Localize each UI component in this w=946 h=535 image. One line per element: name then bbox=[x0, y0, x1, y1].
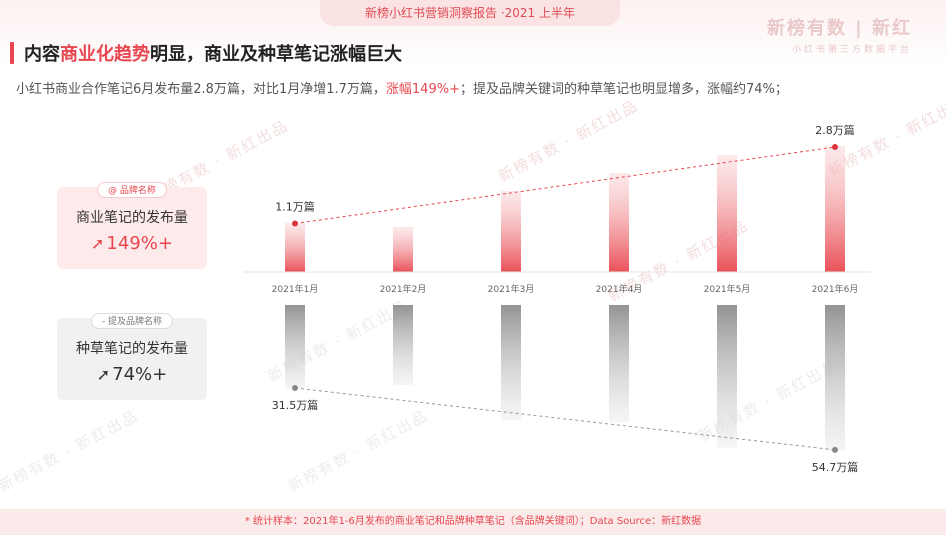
subtitle-highlight: 涨幅149%+ bbox=[385, 82, 460, 97]
brand-name: 新榜有数 | 新红 bbox=[766, 18, 912, 39]
commercial-bars: 1.1万篇 2.8万篇 bbox=[275, 123, 855, 272]
seeding-bar bbox=[717, 305, 737, 448]
seeding-tag: - 提及品牌名称 bbox=[90, 313, 174, 329]
seeding-point bbox=[832, 446, 838, 453]
commercial-bar bbox=[285, 222, 305, 272]
seeding-bar bbox=[825, 305, 845, 451]
commercial-growth: ➚ 149%+ bbox=[57, 233, 207, 254]
seeding-point bbox=[292, 385, 298, 391]
seeding-bars: 31.5万篇 54.7万篇 bbox=[272, 305, 859, 474]
commercial-growth-value: 149%+ bbox=[106, 233, 173, 254]
commercial-bar bbox=[501, 191, 521, 272]
arrow-up-icon: ➚ bbox=[91, 234, 105, 253]
commercial-bar bbox=[609, 173, 629, 272]
commercial-notes-card: @ 品牌名称 商业笔记的发布量 ➚ 149%+ bbox=[57, 182, 207, 269]
commercial-bar bbox=[717, 155, 737, 272]
page-subtitle: 小红书商业合作笔记6月发布量2.8万篇，对比1月净增1.7万篇，涨幅149%+；… bbox=[16, 78, 788, 97]
x-tick-label: 2021年5月 bbox=[704, 283, 751, 295]
arrow-up-icon: ➚ bbox=[96, 365, 111, 384]
subtitle-part-1: 小红书商业合作笔记6月发布量2.8万篇，对比1月净增1.7万篇， bbox=[16, 82, 386, 97]
page-title: 内容商业化趋势明显，商业及种草笔记涨幅巨大 bbox=[10, 40, 402, 66]
seeding-bar bbox=[609, 305, 629, 423]
subtitle-part-2: ；提及品牌关键词的种草笔记也明显增多，涨幅约74%； bbox=[459, 82, 788, 97]
seeding-bar bbox=[285, 305, 305, 389]
commercial-point bbox=[292, 220, 298, 227]
data-label: 31.5万篇 bbox=[272, 398, 319, 412]
x-tick-label: 2021年3月 bbox=[488, 283, 535, 295]
report-title-tab: 新榜小红书营销洞察报告 ·2021 上半年 bbox=[320, 0, 620, 26]
brand-logo: 新榜有数 | 新红 小红书第三方数据平台 bbox=[767, 14, 912, 55]
x-tick-label: 2021年2月 bbox=[380, 283, 427, 295]
data-label: 1.1万篇 bbox=[275, 200, 315, 214]
source-footnote: * 统计样本：2021年1-6月发布的商业笔记和品牌种草笔记（含品牌关键词）；D… bbox=[0, 509, 946, 535]
commercial-tag: @ 品牌名称 bbox=[97, 182, 167, 198]
commercial-point bbox=[832, 144, 838, 150]
page-title-text: 内容商业化趋势明显，商业及种草笔记涨幅巨大 bbox=[24, 40, 402, 66]
seeding-bar bbox=[393, 305, 413, 385]
x-tick-label: 2021年1月 bbox=[272, 283, 319, 295]
commercial-bar bbox=[393, 227, 413, 272]
seeding-label: 种草笔记的发布量 bbox=[76, 341, 188, 357]
seeding-bar bbox=[501, 305, 521, 420]
seeding-growth: ➚ 74%+ bbox=[57, 364, 207, 385]
month-axis: 2021年1月 2021年2月 2021年3月 2021年4月 2021年5月 2021年… bbox=[243, 271, 870, 295]
seeding-growth-value: 74%+ bbox=[112, 364, 168, 385]
title-part-1: 内容 bbox=[24, 44, 60, 65]
seeding-trend-line bbox=[294, 387, 836, 451]
data-label: 54.7万篇 bbox=[812, 460, 859, 474]
x-tick-label: 2021年4月 bbox=[596, 283, 643, 295]
data-label: 2.8万篇 bbox=[815, 123, 855, 137]
commercial-bar bbox=[825, 146, 845, 272]
commercial-label: 商业笔记的发布量 bbox=[76, 210, 188, 226]
commercial-trend-line bbox=[294, 146, 836, 224]
title-accent-bar bbox=[10, 42, 14, 64]
title-part-2: 明显，商业及种草笔记涨幅巨大 bbox=[150, 44, 402, 65]
seeding-notes-card: - 提及品牌名称 种草笔记的发布量 ➚ 74%+ bbox=[57, 313, 207, 400]
x-tick-label: 2021年6月 bbox=[812, 283, 859, 295]
title-highlight: 商业化趋势 bbox=[60, 44, 150, 65]
brand-tagline: 小红书第三方数据平台 bbox=[791, 45, 912, 55]
